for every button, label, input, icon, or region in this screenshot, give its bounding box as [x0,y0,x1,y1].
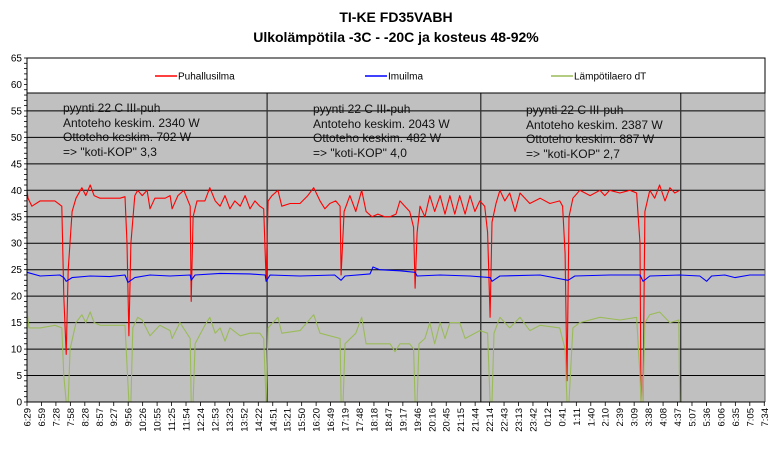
x-tick-label: 23:42 [528,408,539,432]
x-tick-label: 1:11 [572,408,583,426]
annotation-period-1: pyynti 22 C III-puh Antoteho keskim. 234… [63,101,200,159]
x-tick-label: 7:05 [745,408,756,427]
x-tick-label: 7:34 [760,408,771,427]
x-tick-label: 9:27 [109,408,120,427]
x-tick-label: 22:14 [485,408,496,432]
x-tick-label: 13:23 [225,408,236,432]
x-tick-label: 6:06 [716,408,727,427]
x-tick-label: 11:54 [182,408,193,431]
legend: Puhallusilma Imuilma Lämpötilaero dT [26,57,766,94]
plot-area [27,58,765,402]
x-tick-label: 2:39 [615,408,626,427]
x-tick-label: 10:55 [153,408,164,432]
x-tick-label: 17:19 [341,408,352,432]
x-tick-label: 3:09 [630,408,641,427]
annotation-period-3: pyynti 22 C III-puh Antoteho keskim. 238… [526,103,663,161]
x-tick-label: 19:46 [413,408,424,432]
series-line-1 [26,266,765,283]
annotation-line: Antoteho keskim. 2387 W [526,117,663,132]
x-tick-label: 20:45 [442,408,453,432]
x-tick-label: 17:48 [355,408,366,432]
x-tick-label: 16:49 [326,408,337,432]
x-tick-label: 22:43 [500,408,511,432]
annotation-line: Ottoteho keskim. 887 W [526,132,655,147]
legend-label-lampotilaero: Lämpötilaero dT [574,72,646,83]
x-tick-label: 9:56 [124,408,135,427]
y-tick-label: 65 [11,54,23,65]
annotation-line: Antoteho keskim. 2340 W [63,115,200,130]
x-tick-label: 3:38 [644,408,655,427]
y-tick-label: 45 [11,159,23,170]
x-tick-label: 12:24 [196,408,207,432]
x-tick-label: 18:18 [369,408,380,432]
x-tick-label: 8:28 [80,408,91,427]
y-tick-label: 30 [11,239,23,250]
x-tick-label: 23:13 [514,408,525,432]
y-tick-label: 55 [11,106,23,117]
y-tick-label: 20 [11,292,23,303]
x-tick-label: 21:15 [456,408,467,432]
x-tick-label: 6:29 [23,408,34,427]
series-line-0 [26,184,680,403]
x-tick-label: 7:28 [51,408,62,427]
legend-label-imuilma: Imuilma [388,72,423,83]
chart-subtitle: Ulkolämpötila -3C - -20C ja kosteus 48-9… [253,29,539,45]
x-tick-label: 10:26 [138,408,149,432]
x-tick-label: 8:57 [95,408,106,427]
x-tick-label: 14:51 [268,408,279,432]
x-tick-label: 21:44 [471,408,482,432]
annotation-line: pyynti 22 C III-puh [63,101,161,115]
x-tick-label: 4:08 [659,408,670,427]
x-tick-label: 5:07 [687,408,698,427]
x-tick-label: 15:21 [283,408,294,432]
x-tick-label: 16:20 [312,408,323,432]
axes: 0 5 10 15 20 25 30 35 40 45 50 55 60 65 6:29 6:59 7:28 7:… [11,54,771,432]
y-tick-label: 60 [11,80,23,91]
x-tick-label: 19:17 [398,408,409,432]
y-tick-label: 15 [11,318,23,329]
y-tick-label: 50 [11,133,23,144]
legend-box [26,57,766,94]
x-tick-label: 5:36 [702,408,713,427]
x-tick-label: 7:58 [66,408,77,427]
y-tick-label: 25 [11,265,23,276]
y-tick-label: 35 [11,212,23,223]
x-tick-label: 13:52 [239,408,250,432]
annotation-line: => "koti-KOP" 4,0 [313,145,407,160]
x-tick-label: 0:12 [543,408,554,427]
y-tick-label: 5 [16,371,22,382]
annotation-period-2: pyynti 22 C III-puh Antoteho keskim. 204… [313,102,450,160]
annotation-line: => "koti-KOP" 2,7 [526,146,620,161]
y-tick-label: 40 [11,186,23,197]
annotation-line: Ottoteho keskim. 482 W [313,131,442,146]
annotation-line: Ottoteho keskim. 702 W [63,130,192,145]
x-tick-label: 0:41 [557,408,568,427]
y-tick-label: 10 [11,345,23,356]
x-tick-label: 20:16 [427,408,438,432]
legend-label-puhallusilma: Puhallusilma [178,72,235,83]
chart-title: TI-KE FD35VABH [339,9,452,25]
x-tick-label: 6:35 [731,408,742,427]
x-tick-label: 4:37 [673,408,684,427]
annotation-line: Antoteho keskim. 2043 W [313,116,450,131]
x-tick-label: 6:59 [37,408,48,427]
x-tick-label: 11:25 [167,408,178,431]
annotation-line: => "koti-KOP" 3,3 [63,144,157,159]
x-tick-label: 18:47 [384,408,395,432]
x-tick-label: 14:22 [254,408,265,432]
annotation-line: pyynti 22 C III-puh [526,103,624,117]
x-tick-label: 15:50 [297,408,308,432]
annotation-line: pyynti 22 C III-puh [313,102,411,116]
x-tick-label: 1:40 [586,408,597,427]
x-tick-label: 2:10 [601,408,612,427]
y-tick-label: 0 [16,398,22,409]
x-tick-label: 12:53 [210,408,221,432]
